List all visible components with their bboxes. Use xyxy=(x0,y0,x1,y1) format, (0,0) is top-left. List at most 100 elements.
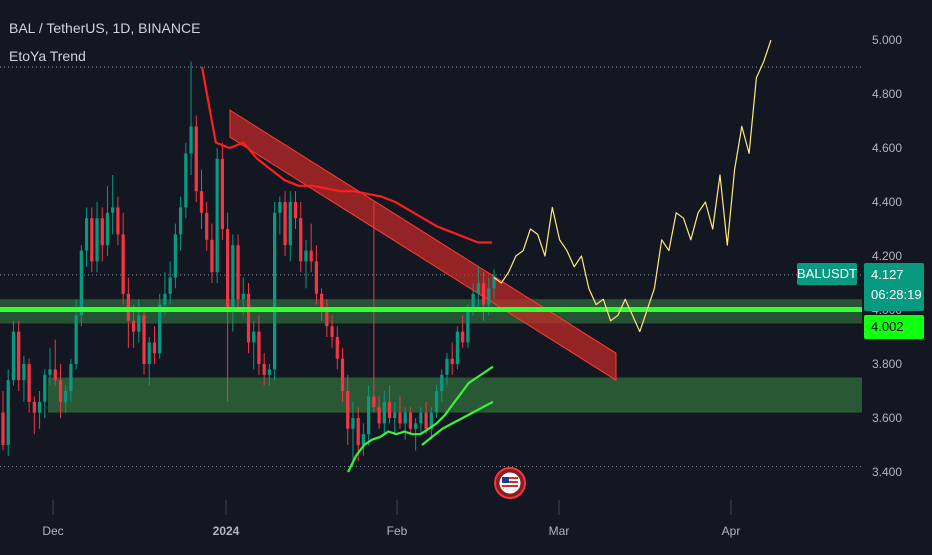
candle xyxy=(419,407,423,435)
candle xyxy=(22,355,26,402)
candle xyxy=(367,385,371,445)
y-tick-label: 3.800 xyxy=(872,357,902,371)
candle xyxy=(205,202,209,251)
candle xyxy=(11,320,16,386)
candle xyxy=(69,358,73,402)
ma-red-line xyxy=(200,66,492,244)
ticker-tag: BALUSDT xyxy=(797,263,857,285)
y-tick-label: 4.800 xyxy=(872,87,902,101)
candle xyxy=(257,315,261,375)
candle xyxy=(403,407,407,440)
candle xyxy=(121,212,125,305)
candle xyxy=(43,369,47,418)
candle xyxy=(293,191,298,229)
candle xyxy=(330,315,334,348)
candle xyxy=(236,234,240,310)
indicator-label[interactable]: EtoYa Trend xyxy=(9,48,86,64)
channel-layer xyxy=(229,109,617,382)
candle xyxy=(152,326,157,364)
candle xyxy=(387,385,392,424)
candle xyxy=(314,245,319,305)
y-tick-label: 5.000 xyxy=(872,33,902,47)
candle xyxy=(325,299,329,337)
candle xyxy=(476,266,480,310)
ma-green-line xyxy=(347,365,494,473)
candle xyxy=(304,239,308,289)
candle xyxy=(6,369,10,456)
candle xyxy=(481,272,486,321)
candle xyxy=(189,61,193,175)
candle xyxy=(64,385,68,413)
candle xyxy=(147,337,151,386)
candles-layer xyxy=(1,61,496,467)
candle xyxy=(111,175,115,235)
candle xyxy=(346,374,350,445)
y-tick-label: 4.200 xyxy=(872,249,902,263)
lines-layer xyxy=(0,39,862,473)
candle xyxy=(288,191,292,262)
candle xyxy=(95,202,99,273)
support-zone xyxy=(48,377,862,413)
candle xyxy=(398,396,402,429)
y-tick-label: 4.400 xyxy=(872,195,902,209)
candle xyxy=(116,196,120,246)
candle xyxy=(17,320,21,391)
candle xyxy=(142,310,146,375)
y-tick-label: 3.400 xyxy=(872,465,902,479)
projection-path xyxy=(493,39,772,333)
candle xyxy=(105,185,110,256)
candle xyxy=(184,142,188,219)
ma-green-line-2 xyxy=(421,400,494,446)
candle xyxy=(246,283,251,354)
descending-channel[interactable] xyxy=(229,109,617,382)
chart-title: BAL / TetherUS, 1D, BINANCE xyxy=(9,20,201,36)
candle xyxy=(299,202,303,273)
candle xyxy=(320,288,324,321)
candle xyxy=(194,115,198,202)
candle xyxy=(283,191,287,256)
candle xyxy=(492,269,496,300)
us-flag-event-icon[interactable] xyxy=(494,467,526,499)
candle xyxy=(137,299,141,343)
x-tick-label: Dec xyxy=(42,524,63,538)
candle xyxy=(199,169,204,229)
candle xyxy=(393,401,397,435)
candle xyxy=(168,261,172,305)
candle xyxy=(377,396,381,429)
candle xyxy=(450,342,454,375)
candle xyxy=(27,358,31,413)
y-tick-label: 4.600 xyxy=(872,141,902,155)
bar-countdown: 06:28:19 xyxy=(871,287,922,302)
candle xyxy=(178,196,183,251)
candle xyxy=(231,234,235,332)
candle xyxy=(252,320,256,370)
last-price-tag: 4.127 06:28:19 xyxy=(864,263,924,311)
candle xyxy=(429,407,433,440)
candle xyxy=(1,391,5,451)
candle xyxy=(278,196,282,235)
candle xyxy=(32,396,36,435)
candle xyxy=(215,148,219,283)
candle xyxy=(434,385,439,418)
candle xyxy=(440,369,444,402)
candle xyxy=(424,401,428,435)
x-tick-label: Mar xyxy=(549,524,570,538)
candle xyxy=(210,223,214,283)
candle xyxy=(455,326,460,370)
candle xyxy=(335,326,339,370)
candle xyxy=(53,339,57,386)
y-tick-label: 3.600 xyxy=(872,411,902,425)
ticker-label: BALUSDT xyxy=(797,266,857,281)
candle xyxy=(220,142,225,240)
candle xyxy=(158,293,162,359)
candle xyxy=(361,423,366,456)
candle xyxy=(408,407,413,435)
candle xyxy=(90,207,94,273)
candle xyxy=(445,353,449,386)
candle xyxy=(173,223,177,289)
candle xyxy=(272,202,277,381)
level-price-tag: 4.002 xyxy=(864,315,924,339)
candle xyxy=(461,315,465,348)
